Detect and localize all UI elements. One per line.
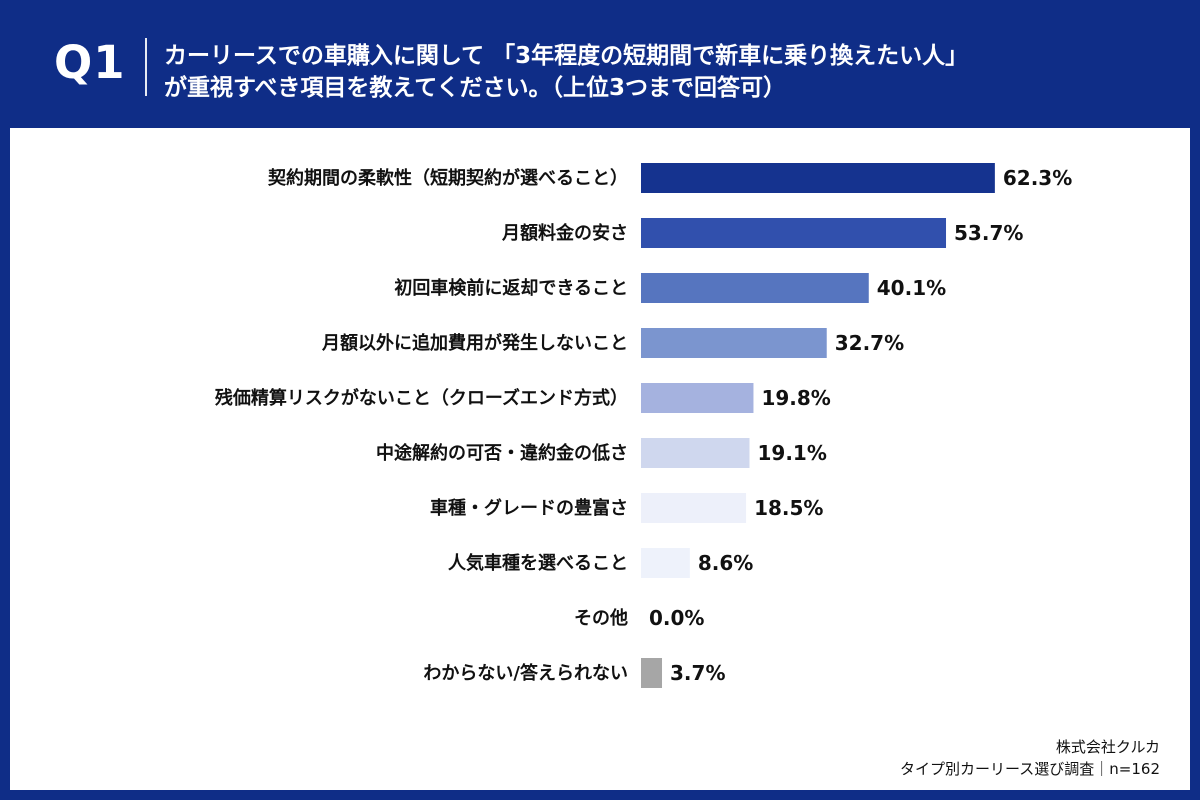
question-title: カーリースでの車購入に関して 「3年程度の短期間で新車に乗り換えたい人」 が重視… (164, 40, 1154, 104)
category-label: わからない/答えられない (423, 662, 628, 684)
category-label: 残価精算リスクがないこと（クローズエンド方式） (215, 387, 628, 409)
bar (641, 658, 663, 688)
value-label: 8.6% (698, 551, 753, 575)
value-label: 19.1% (757, 441, 826, 465)
footer: 株式会社クルカ タイプ別カーリース選び調査｜n=162 (900, 736, 1160, 780)
header: Q1 カーリースでの車購入に関して 「3年程度の短期間で新車に乗り換えたい人」 … (0, 0, 1200, 128)
value-label: 62.3% (1003, 166, 1072, 190)
bar-chart: 契約期間の柔軟性（短期契約が選べること） 62.3% 月額料金の安さ 53.7% 初回車… (215, 163, 1072, 688)
category-label: 初回車検前に返却できること (394, 277, 628, 299)
bar (641, 328, 827, 358)
header-divider (145, 38, 147, 96)
category-label: 人気車種を選べること (448, 552, 628, 574)
value-label: 40.1% (877, 276, 946, 300)
category-label: 車種・グレードの豊富さ (430, 497, 628, 519)
category-label: 中途解約の可否・違約金の低さ (376, 442, 628, 464)
bar (641, 218, 947, 248)
value-label: 32.7% (835, 331, 904, 355)
category-label: その他 (574, 607, 628, 629)
bar (641, 163, 995, 193)
chart-panel: 契約期間の柔軟性（短期契約が選べること） 62.3% 月額料金の安さ 53.7% 初回車… (10, 128, 1190, 790)
bar (641, 273, 869, 303)
bar (641, 383, 754, 413)
value-label: 53.7% (954, 221, 1023, 245)
question-number: Q1 (54, 36, 126, 89)
value-label: 3.7% (670, 661, 725, 685)
survey-info: タイプ別カーリース選び調査｜n=162 (900, 760, 1160, 778)
value-label: 18.5% (754, 496, 823, 520)
bar (641, 548, 690, 578)
bar (641, 438, 750, 468)
question-line-2: が重視すべき項目を教えてください。（上位3つまで回答可） (164, 75, 787, 101)
value-label: 0.0% (649, 606, 704, 630)
company-name: 株式会社クルカ (1055, 738, 1160, 756)
bar (641, 493, 747, 523)
value-label: 19.8% (761, 386, 830, 410)
category-label: 月額料金の安さ (501, 222, 628, 244)
category-label: 月額以外に追加費用が発生しないこと (321, 332, 628, 354)
question-line-1: カーリースでの車購入に関して 「3年程度の短期間で新車に乗り換えたい人」 (164, 43, 969, 69)
category-label: 契約期間の柔軟性（短期契約が選べること） (267, 167, 628, 189)
